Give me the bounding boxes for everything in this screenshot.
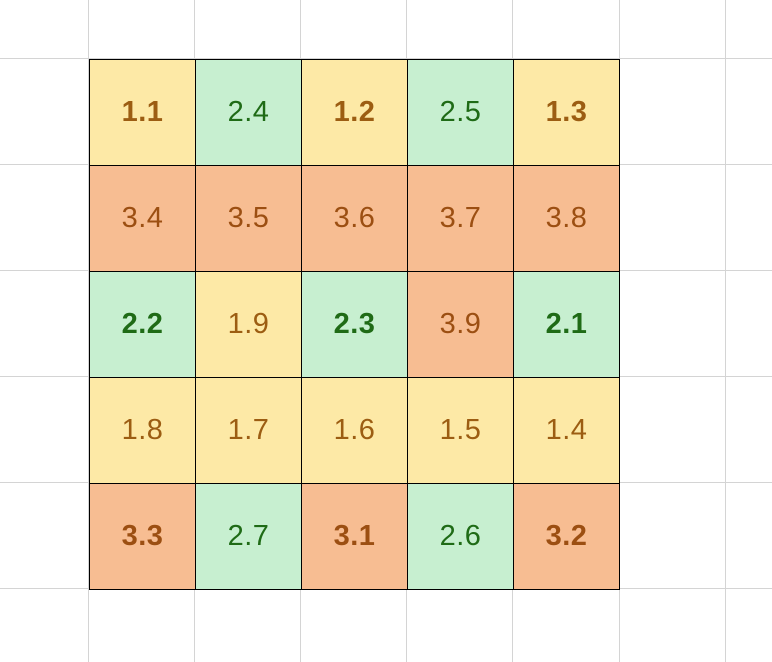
cell[interactable]: 3.4 (90, 166, 196, 272)
cell[interactable]: 3.2 (514, 484, 620, 590)
gridline-vertical (725, 0, 726, 662)
cell[interactable]: 2.3 (302, 272, 408, 378)
cell[interactable]: 3.3 (90, 484, 196, 590)
cell[interactable]: 3.5 (196, 166, 302, 272)
cell-block: 1.1 2.4 1.2 2.5 1.3 3.4 3.5 3.6 3.7 3.8 … (89, 59, 620, 590)
cell[interactable]: 1.7 (196, 378, 302, 484)
gridline-vertical (88, 0, 89, 662)
cell[interactable]: 1.5 (408, 378, 514, 484)
cell[interactable]: 2.1 (514, 272, 620, 378)
cell[interactable]: 3.1 (302, 484, 408, 590)
cell[interactable]: 1.4 (514, 378, 620, 484)
cell[interactable]: 2.7 (196, 484, 302, 590)
cell[interactable]: 2.2 (90, 272, 196, 378)
cell[interactable]: 1.8 (90, 378, 196, 484)
cell[interactable]: 1.3 (514, 60, 620, 166)
cell[interactable]: 3.9 (408, 272, 514, 378)
cell[interactable]: 1.2 (302, 60, 408, 166)
cell[interactable]: 3.6 (302, 166, 408, 272)
cell[interactable]: 1.6 (302, 378, 408, 484)
gridline-horizontal (0, 58, 772, 59)
cell[interactable]: 2.4 (196, 60, 302, 166)
cell[interactable]: 2.6 (408, 484, 514, 590)
cell[interactable]: 2.5 (408, 60, 514, 166)
cell[interactable]: 1.9 (196, 272, 302, 378)
cell[interactable]: 1.1 (90, 60, 196, 166)
cell[interactable]: 3.8 (514, 166, 620, 272)
cell[interactable]: 3.7 (408, 166, 514, 272)
